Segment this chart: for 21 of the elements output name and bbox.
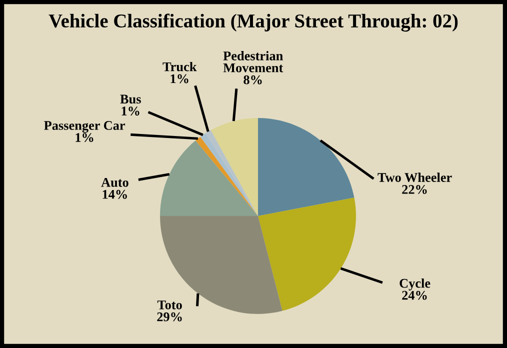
pie-slice (258, 118, 354, 216)
slice-label: Toto (157, 300, 182, 310)
slice-label: Cycle (400, 278, 430, 290)
data-label: 1% (170, 74, 188, 84)
slice-label: Two Wheeler (378, 172, 452, 182)
data-label: 1% (122, 106, 140, 116)
pie-slice (160, 140, 258, 216)
chart-title: Vehicle Classification (Major Street Through: 02) (48, 14, 458, 32)
pie-slice (210, 118, 258, 216)
data-label: 1% (76, 133, 94, 142)
slice-label: Bus (120, 94, 141, 104)
slice-label: Passenger Car (44, 121, 126, 133)
data-label: 8% (244, 75, 262, 84)
data-label: 22% (402, 185, 427, 194)
slice-label: Truck (162, 62, 197, 72)
data-label: 14% (102, 190, 127, 199)
data-label: 24% (402, 290, 427, 300)
data-label: 29% (157, 312, 182, 322)
slice-label: Auto (101, 178, 128, 187)
pie-slice (258, 198, 356, 311)
slice-label: Pedestrian Movement (223, 51, 284, 72)
